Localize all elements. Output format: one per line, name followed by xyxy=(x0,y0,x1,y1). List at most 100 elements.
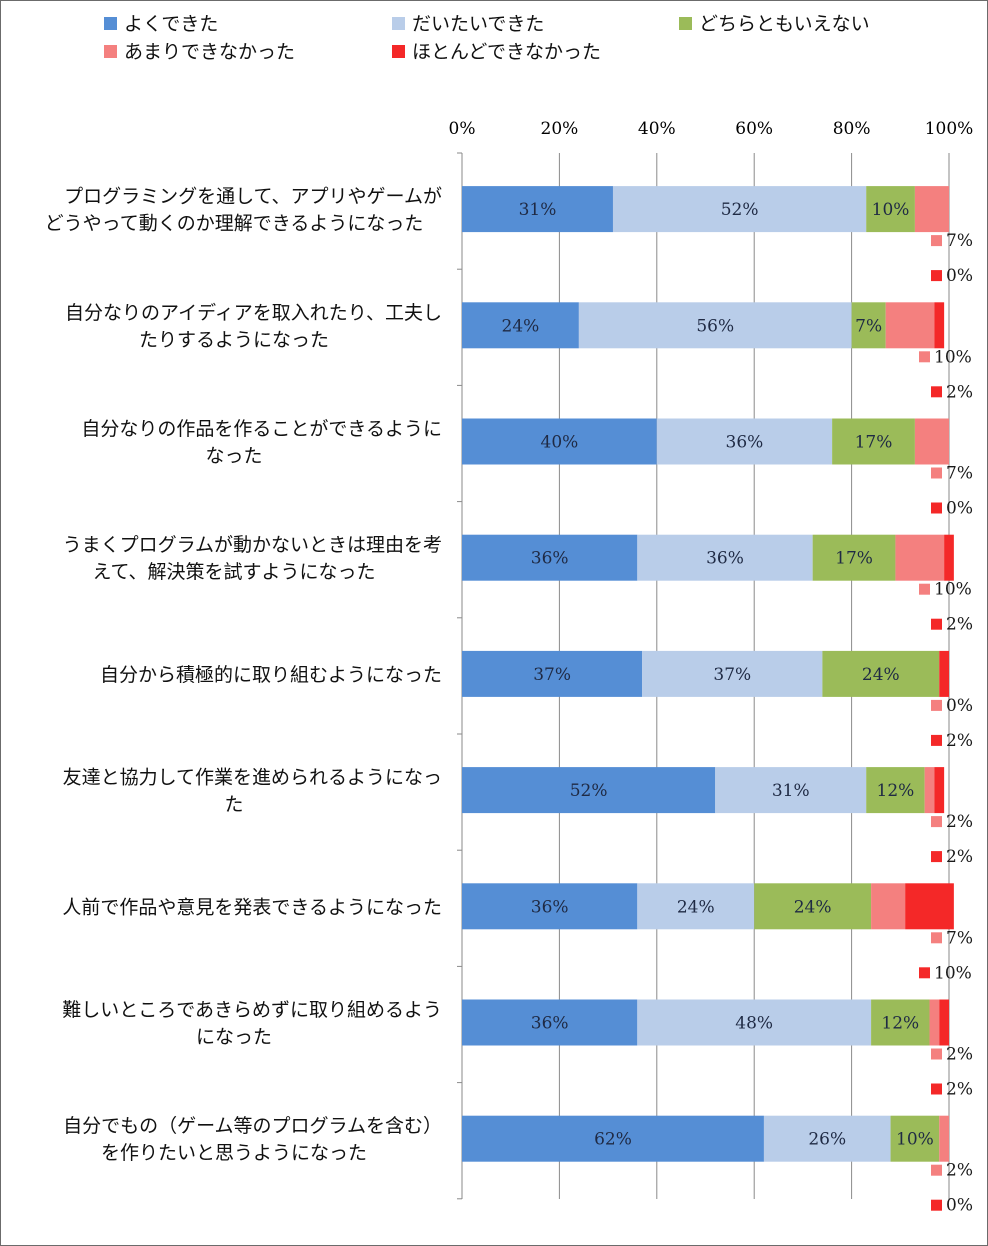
bar-segment-3 xyxy=(866,186,915,233)
category-label: た xyxy=(224,794,243,816)
bar-segment-4 xyxy=(914,186,949,233)
data-label-legend-key xyxy=(931,1048,942,1060)
bar-segment-4 xyxy=(914,418,949,465)
bar-segment-3 xyxy=(812,534,896,581)
legend-label-5: ほとんどできなかった xyxy=(412,41,601,63)
bar-data-label: 24% xyxy=(794,897,832,917)
outside-data-label: 2% xyxy=(946,731,973,751)
bar-data-label: 12% xyxy=(877,781,915,801)
x-tick-label: 40% xyxy=(638,119,676,139)
data-label-legend-key xyxy=(931,816,942,828)
bar-segment-4 xyxy=(929,999,940,1046)
bar-data-label: 17% xyxy=(855,433,893,453)
bar-data-label: 52% xyxy=(570,781,608,801)
outside-data-label: 2% xyxy=(946,615,973,635)
bar-segment-1 xyxy=(462,883,638,930)
bar-data-label: 31% xyxy=(772,781,810,801)
outside-data-label: 2% xyxy=(946,382,973,402)
outside-data-label: 10% xyxy=(934,963,972,983)
bar-segment-4 xyxy=(924,767,935,814)
bar-segment-4 xyxy=(939,1115,949,1162)
bar-data-label: 24% xyxy=(862,665,900,685)
category-label: 自分なりの作品を作ることができるように xyxy=(81,418,442,440)
bar-segment-5 xyxy=(939,650,949,697)
outside-data-label: 0% xyxy=(946,1196,973,1216)
category-label: を作りたいと思うようになった xyxy=(101,1142,367,1164)
category-label: うまくプログラムが動かないときは理由を考 xyxy=(63,534,442,556)
outside-data-label: 0% xyxy=(946,499,973,519)
outside-data-label: 2% xyxy=(946,847,973,867)
data-label-legend-key xyxy=(931,699,942,711)
category-label: 難しいところであきらめずに取り組めるよう xyxy=(62,999,442,1021)
bar-segment-3 xyxy=(871,999,930,1046)
data-label-legend-key xyxy=(931,386,942,398)
data-label-legend-key xyxy=(931,618,942,630)
bar-data-label: 10% xyxy=(896,1130,934,1150)
bar-segment-4 xyxy=(871,883,906,930)
bar-data-label: 52% xyxy=(721,200,759,220)
bar-segment-2 xyxy=(578,302,852,349)
bar-segment-5 xyxy=(944,534,954,581)
bar-segment-1 xyxy=(462,650,643,697)
category-label: どうやって動くのか理解できるようになった xyxy=(45,213,424,235)
category-label: たりするようになった xyxy=(139,329,329,351)
bar-segment-3 xyxy=(822,650,940,697)
bar-segment-2 xyxy=(637,534,813,581)
bar-data-label: 36% xyxy=(531,549,569,569)
bar-segment-5 xyxy=(934,302,945,349)
legend-swatch-5 xyxy=(392,45,405,58)
bar-segment-1 xyxy=(462,767,716,814)
category-label: 友達と協力して作業を進められるようになっ xyxy=(63,767,442,789)
category-label: 自分から積極的に取り組むようになった xyxy=(100,664,442,686)
bar-data-label: 48% xyxy=(735,1014,773,1034)
legend-label-4: あまりできなかった xyxy=(124,41,295,63)
outside-data-label: 10% xyxy=(934,347,972,367)
data-label-legend-key xyxy=(919,583,930,595)
bar-data-label: 36% xyxy=(706,549,744,569)
data-label-legend-key xyxy=(919,351,930,363)
bar-segment-3 xyxy=(890,1115,940,1162)
bar-segment-3 xyxy=(866,767,925,814)
data-label-legend-key xyxy=(931,467,942,479)
x-tick-label: 20% xyxy=(541,119,579,139)
bar-segment-1 xyxy=(462,1115,764,1162)
outside-data-label: 7% xyxy=(946,928,973,948)
bar-data-label: 62% xyxy=(594,1130,632,1150)
bar-data-label: 36% xyxy=(726,433,764,453)
data-label-legend-key xyxy=(931,270,942,282)
bar-segment-1 xyxy=(462,999,638,1046)
legend-label-1: よくできた xyxy=(124,13,218,35)
bar-segment-2 xyxy=(656,418,833,465)
bar-segment-1 xyxy=(462,186,613,233)
bar-segment-3 xyxy=(851,302,886,349)
bar-segment-1 xyxy=(462,302,579,349)
bar-data-label: 36% xyxy=(531,897,569,917)
outside-data-label: 7% xyxy=(946,231,973,251)
outside-data-label: 2% xyxy=(946,1080,973,1100)
outside-data-label: 0% xyxy=(946,696,973,716)
legend-swatch-3 xyxy=(679,17,692,30)
data-label-legend-key xyxy=(931,932,942,944)
x-tick-label: 80% xyxy=(833,119,871,139)
data-label-legend-key xyxy=(931,1083,942,1095)
category-label: 自分でもの（ゲーム等のプログラムを含む） xyxy=(63,1115,442,1137)
legend-swatch-1 xyxy=(104,17,117,30)
bar-segment-1 xyxy=(462,534,638,581)
bar-data-label: 37% xyxy=(533,665,571,685)
category-label: プログラミングを通して、アプリやゲームが xyxy=(64,186,442,208)
category-label: えて、解決策を試すようになった xyxy=(92,561,375,583)
bar-data-label: 12% xyxy=(881,1014,919,1034)
bar-segment-2 xyxy=(612,186,867,233)
bar-data-label: 26% xyxy=(808,1130,846,1150)
bar-segment-5 xyxy=(934,767,945,814)
data-label-legend-key xyxy=(931,851,942,863)
category-label: 自分なりのアイディアを取入れたり、工夫し xyxy=(65,302,442,324)
x-tick-label: 0% xyxy=(449,119,476,139)
bar-segment-3 xyxy=(754,883,872,930)
x-tick-label: 60% xyxy=(735,119,773,139)
bar-data-label: 40% xyxy=(541,433,579,453)
outside-data-label: 7% xyxy=(946,464,973,484)
bar-segment-4 xyxy=(885,302,935,349)
